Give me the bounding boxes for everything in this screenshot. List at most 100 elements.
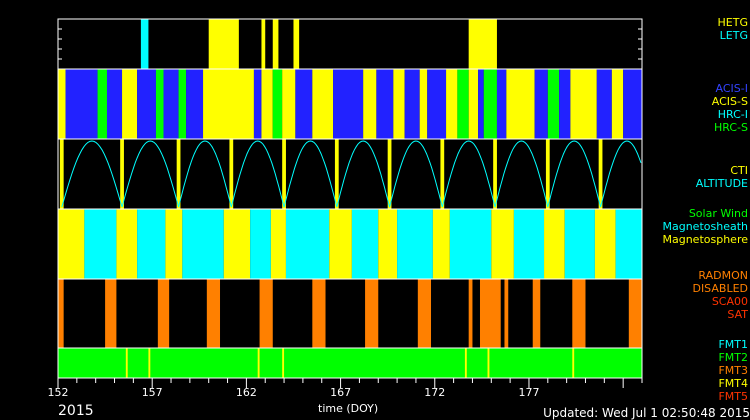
- segment-instrument-17: [333, 69, 364, 139]
- legend-hetg: HETG: [717, 16, 748, 29]
- segment-environment-12: [378, 209, 398, 279]
- segment-radiation-10: [504, 279, 509, 348]
- legend-hrc-i: HRC-I: [717, 108, 748, 121]
- legend-cti: CTI: [730, 164, 748, 177]
- segment-format-3: [257, 348, 260, 378]
- segment-environment-15: [449, 209, 492, 279]
- segment-format-5: [464, 348, 467, 378]
- legend-sat: SAT: [727, 308, 748, 321]
- legend-solar-wind: Solar Wind: [688, 207, 748, 220]
- segment-cti-altitude-7: [440, 139, 445, 209]
- segment-instrument-23: [427, 69, 447, 139]
- segment-instrument-37: [623, 69, 642, 139]
- segment-instrument-2: [97, 69, 107, 139]
- segment-grating-4: [293, 19, 300, 69]
- segment-grating-1: [208, 19, 239, 69]
- segment-cti-altitude-3: [229, 139, 234, 209]
- segment-instrument-19: [376, 69, 394, 139]
- segment-instrument-9: [186, 69, 204, 139]
- legend-fmt4: FMT4: [718, 377, 748, 390]
- segment-instrument-18: [363, 69, 377, 139]
- x-tick-label: 162: [235, 386, 257, 399]
- segment-instrument-16: [312, 69, 334, 139]
- legend-fmt1: FMT1: [718, 338, 748, 351]
- segment-instrument-10: [203, 69, 254, 139]
- segment-environment-18: [544, 209, 565, 279]
- segment-instrument-22: [419, 69, 428, 139]
- segment-instrument-4: [122, 69, 138, 139]
- year-label: 2015: [58, 403, 94, 419]
- segment-instrument-25: [457, 69, 469, 139]
- segment-environment-13: [397, 209, 433, 279]
- x-tick-label: 157: [141, 386, 163, 399]
- segment-instrument-34: [570, 69, 597, 139]
- segment-instrument-5: [137, 69, 156, 139]
- updated-timestamp: Updated: Wed Jul 1 02:50:48 2015: [543, 406, 750, 420]
- segment-grating-3: [272, 19, 279, 69]
- plot-frame: [57, 18, 643, 379]
- legend-radmon: RADMON: [698, 269, 748, 282]
- legend-sca00: SCA00: [711, 295, 748, 308]
- x-tick-label: 167: [330, 386, 352, 399]
- segment-instrument-24: [446, 69, 458, 139]
- segment-cti-altitude-1: [120, 139, 124, 209]
- segment-instrument-36: [611, 69, 624, 139]
- segment-environment-3: [137, 209, 166, 279]
- segment-instrument-30: [506, 69, 535, 139]
- segment-instrument-21: [404, 69, 420, 139]
- segment-format-4: [282, 348, 285, 378]
- legend-fmt5: FMT5: [718, 390, 748, 403]
- segment-instrument-35: [596, 69, 612, 139]
- segment-instrument-12: [261, 69, 273, 139]
- segment-radiation-11: [532, 279, 541, 348]
- segment-cti-altitude-0: [59, 139, 64, 209]
- legend-magnetosheath: Magnetosheath: [662, 220, 749, 233]
- segment-instrument-20: [393, 69, 405, 139]
- segment-radiation-3: [206, 279, 221, 348]
- x-tick-label: 177: [518, 386, 540, 399]
- legend-acis-s: ACIS-S: [711, 95, 748, 108]
- segment-cti-altitude-9: [545, 139, 550, 209]
- segment-format-1: [125, 348, 128, 378]
- segment-radiation-5: [312, 279, 326, 348]
- x-tick-label: 152: [47, 386, 69, 399]
- legend-letg: LETG: [719, 29, 748, 42]
- segment-environment-4: [165, 209, 183, 279]
- segment-instrument-6: [155, 69, 164, 139]
- segment-radiation-13: [628, 279, 642, 348]
- legend-fmt2: FMT2: [718, 351, 748, 364]
- segment-environment-19: [564, 209, 595, 279]
- segment-environment-7: [250, 209, 271, 279]
- segment-cti-altitude-4: [282, 139, 286, 209]
- segment-cti-altitude-2: [176, 139, 181, 209]
- segment-radiation-7: [417, 279, 432, 348]
- segment-cti-altitude-6: [387, 139, 392, 209]
- x-tick-label: 172: [424, 386, 446, 399]
- segment-grating-5: [468, 19, 497, 69]
- segment-radiation-6: [365, 279, 379, 348]
- segment-instrument-31: [534, 69, 548, 139]
- segment-grating-0: [140, 19, 149, 69]
- segment-instrument-3: [106, 69, 123, 139]
- segment-format-0: [58, 348, 642, 378]
- segment-grating-2: [261, 19, 266, 69]
- legend-hrc-s: HRC-S: [714, 121, 748, 134]
- segment-environment-10: [329, 209, 352, 279]
- segment-radiation-0: [58, 279, 64, 348]
- segment-instrument-27: [478, 69, 484, 139]
- segment-environment-6: [223, 209, 251, 279]
- legend-disabled: DISABLED: [692, 282, 748, 295]
- segment-environment-1: [84, 209, 117, 279]
- segment-instrument-29: [496, 69, 507, 139]
- segment-environment-21: [615, 209, 642, 279]
- segment-radiation-2: [157, 279, 170, 348]
- segment-cti-altitude-5: [334, 139, 339, 209]
- segment-environment-14: [432, 209, 450, 279]
- segment-environment-16: [491, 209, 514, 279]
- legend-altitude: ALTITUDE: [695, 177, 748, 190]
- segment-radiation-9: [479, 279, 501, 348]
- legend-acis-i: ACIS-I: [715, 82, 748, 95]
- segment-instrument-28: [483, 69, 497, 139]
- segment-cti-altitude-10: [598, 139, 603, 209]
